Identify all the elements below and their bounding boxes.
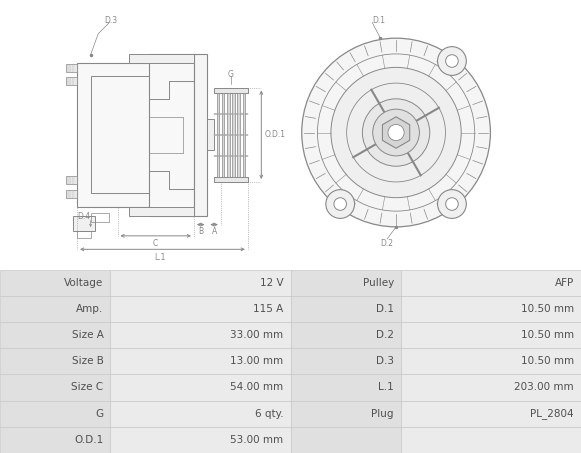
- Bar: [214, 87, 248, 93]
- Circle shape: [446, 198, 458, 210]
- Bar: [77, 63, 158, 207]
- Bar: [401, 322, 581, 348]
- Text: Size C: Size C: [71, 382, 103, 392]
- Bar: [0, 348, 110, 374]
- Text: O.D.1: O.D.1: [265, 130, 286, 139]
- Bar: [214, 177, 248, 182]
- Bar: [0, 374, 110, 400]
- Bar: [110, 374, 290, 400]
- Text: O.D.1: O.D.1: [74, 435, 103, 445]
- Bar: [232, 93, 235, 177]
- Bar: [290, 348, 401, 374]
- Bar: [77, 231, 91, 238]
- Bar: [66, 64, 77, 72]
- Bar: [0, 400, 110, 427]
- Text: 10.50 mm: 10.50 mm: [521, 356, 574, 366]
- Bar: [290, 374, 401, 400]
- Bar: [0, 427, 110, 453]
- Bar: [110, 348, 290, 374]
- Text: 54.00 mm: 54.00 mm: [231, 382, 284, 392]
- Text: D.2: D.2: [376, 330, 394, 340]
- Bar: [401, 270, 581, 296]
- Bar: [290, 322, 401, 348]
- Bar: [290, 400, 401, 427]
- Text: D.1: D.1: [376, 304, 394, 314]
- Circle shape: [334, 198, 346, 210]
- Bar: [110, 296, 290, 322]
- Circle shape: [302, 38, 490, 227]
- Bar: [217, 93, 219, 177]
- Bar: [290, 270, 401, 296]
- Text: Amp.: Amp.: [76, 304, 103, 314]
- Bar: [401, 296, 581, 322]
- Circle shape: [363, 99, 430, 166]
- Bar: [110, 400, 290, 427]
- Circle shape: [331, 67, 461, 198]
- Bar: [73, 216, 95, 231]
- Bar: [66, 189, 77, 198]
- Circle shape: [437, 47, 467, 75]
- Bar: [110, 322, 290, 348]
- Text: 115 A: 115 A: [253, 304, 284, 314]
- Bar: [401, 427, 581, 453]
- Circle shape: [446, 55, 458, 67]
- Text: D.2: D.2: [381, 239, 393, 248]
- Bar: [0, 270, 110, 296]
- Bar: [0, 296, 110, 322]
- Text: Voltage: Voltage: [64, 278, 103, 288]
- Text: Plug: Plug: [371, 409, 394, 419]
- Bar: [401, 348, 581, 374]
- Text: 10.50 mm: 10.50 mm: [521, 330, 574, 340]
- Bar: [401, 400, 581, 427]
- Circle shape: [437, 190, 467, 218]
- Polygon shape: [382, 117, 410, 148]
- Text: 53.00 mm: 53.00 mm: [231, 435, 284, 445]
- Bar: [129, 54, 194, 63]
- Bar: [194, 54, 207, 216]
- Bar: [238, 93, 240, 177]
- Text: C: C: [153, 239, 159, 247]
- Text: 203.00 mm: 203.00 mm: [514, 382, 574, 392]
- Bar: [91, 213, 109, 222]
- Text: D.1: D.1: [372, 16, 385, 25]
- Text: D.3: D.3: [376, 356, 394, 366]
- Text: Size A: Size A: [71, 330, 103, 340]
- Bar: [207, 119, 214, 150]
- Bar: [222, 93, 224, 177]
- Text: G: G: [95, 409, 103, 419]
- Text: PL_2804: PL_2804: [530, 408, 574, 419]
- Circle shape: [326, 190, 354, 218]
- Bar: [66, 176, 77, 184]
- Text: G: G: [228, 70, 234, 79]
- Text: 13.00 mm: 13.00 mm: [231, 356, 284, 366]
- Bar: [91, 77, 149, 193]
- Text: Size B: Size B: [71, 356, 103, 366]
- Circle shape: [372, 109, 419, 156]
- Text: 10.50 mm: 10.50 mm: [521, 304, 574, 314]
- Circle shape: [388, 125, 404, 140]
- Bar: [290, 296, 401, 322]
- Text: Pulley: Pulley: [363, 278, 394, 288]
- Bar: [0, 322, 110, 348]
- Bar: [243, 93, 245, 177]
- Text: B: B: [198, 227, 203, 236]
- Text: L.1: L.1: [155, 253, 166, 262]
- Text: D.3: D.3: [104, 16, 117, 25]
- Text: A: A: [211, 227, 217, 236]
- Text: 6 qty.: 6 qty.: [255, 409, 284, 419]
- Text: L.1: L.1: [378, 382, 394, 392]
- Bar: [290, 427, 401, 453]
- Bar: [401, 374, 581, 400]
- Bar: [110, 270, 290, 296]
- Bar: [227, 93, 229, 177]
- Text: AFP: AFP: [555, 278, 574, 288]
- Bar: [149, 54, 194, 216]
- Bar: [66, 77, 77, 85]
- Text: D.4: D.4: [77, 212, 90, 221]
- Bar: [129, 207, 194, 216]
- Bar: [110, 427, 290, 453]
- Text: 33.00 mm: 33.00 mm: [231, 330, 284, 340]
- Text: 12 V: 12 V: [260, 278, 284, 288]
